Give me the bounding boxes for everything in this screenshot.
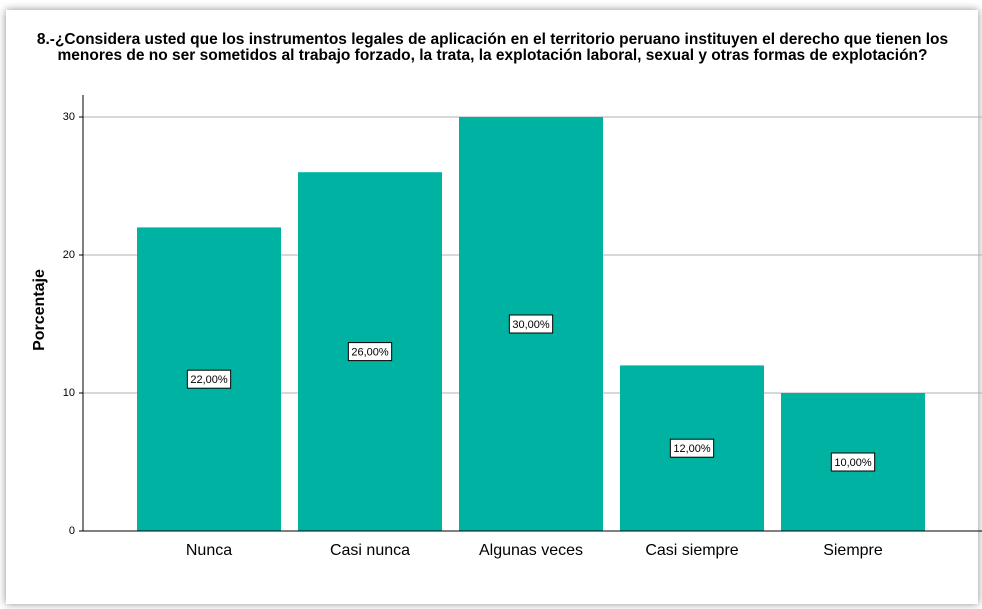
value-label-box — [508, 314, 554, 334]
value-label-box — [347, 342, 393, 362]
y-tick-label: 20 — [63, 249, 75, 261]
value-label-box — [669, 438, 715, 458]
x-tick-label: Casi siempre — [645, 542, 738, 559]
value-label-box — [830, 452, 876, 472]
value-label: 12,00% — [673, 443, 711, 455]
value-label: 30,00% — [512, 319, 550, 331]
value-label: 10,00% — [834, 457, 872, 469]
x-tick-label: Nunca — [186, 542, 232, 559]
y-tick-label: 0 — [69, 525, 75, 537]
y-tick-label: 10 — [63, 387, 75, 399]
y-tick-label: 30 — [63, 111, 75, 123]
x-tick-label: Siempre — [823, 542, 883, 559]
value-label: 22,00% — [190, 374, 228, 386]
y-axis-label: Porcentaje — [31, 269, 48, 351]
chart-title: 8.-¿Considera usted que los instrumentos… — [36, 31, 949, 64]
x-tick-label: Casi nunca — [330, 542, 410, 559]
value-label-box — [186, 369, 232, 389]
x-tick-label: Algunas veces — [479, 542, 583, 559]
value-label: 26,00% — [351, 347, 389, 359]
